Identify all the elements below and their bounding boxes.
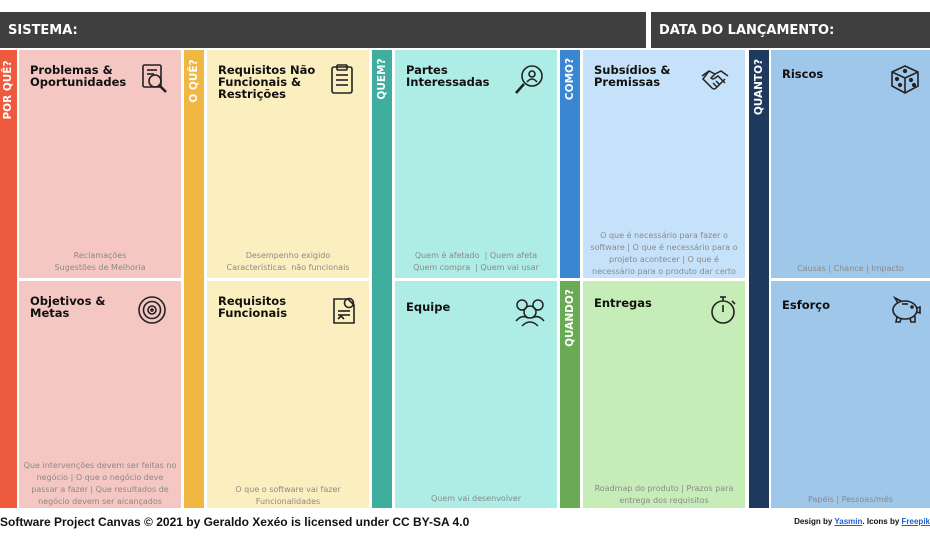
cell-description: O que é necessário para fazer o software… <box>590 231 738 276</box>
cell-entregas[interactable]: Entregas Roadmap do produto | Prazos par… <box>583 281 745 508</box>
cell-equipe[interactable]: Equipe Quem vai desenvolver <box>395 281 557 508</box>
cell-description: Roadmap do produto | Prazos para entrega… <box>594 484 734 505</box>
target-icon <box>135 293 169 327</box>
design-prefix: Design by <box>794 517 835 526</box>
band-label-o-que: O QUÊ? <box>188 59 200 103</box>
system-label: SISTEMA: <box>8 22 78 38</box>
band-o-que: O QUÊ? <box>184 50 204 508</box>
gear-document-icon <box>328 293 362 327</box>
cell-description: Papéis | Pessoas/mês <box>808 495 893 504</box>
cell-description: O que o software vai fazer Funcionalidad… <box>235 485 341 506</box>
launch-date-label: DATA DO LANÇAMENTO: <box>659 22 835 38</box>
band-label-como: COMO? <box>564 57 576 101</box>
cell-title: Riscos <box>782 67 824 81</box>
cell-esforco[interactable]: Esforço Papéis | Pessoas/mês <box>771 281 930 508</box>
launch-date-header: DATA DO LANÇAMENTO: <box>651 12 930 48</box>
band-por-que: POR QUÊ? <box>0 50 17 508</box>
cell-title: Equipe <box>406 300 451 314</box>
search-person-icon <box>513 62 547 96</box>
band-label-por-que: POR QUÊ? <box>2 60 14 120</box>
band-quem: QUEM? <box>372 50 392 508</box>
cell-title: Objetivos & Metas <box>30 294 106 320</box>
cell-description: Reclamações Sugestões de Melhoria <box>54 251 146 272</box>
handshake-icon <box>700 62 734 96</box>
icons-prefix: . Icons by <box>862 517 902 526</box>
license-text: Software Project Canvas © 2021 by Gerald… <box>0 515 470 529</box>
cell-description: Desempenho exigido Características não f… <box>226 251 350 272</box>
team-icon <box>513 293 547 327</box>
cell-title: Entregas <box>594 296 652 310</box>
cell-requisitos-funcionais[interactable]: Requisitos Funcionais O que o software v… <box>207 281 369 508</box>
cell-title: Requisitos Não Funcionais & Restrições <box>218 63 316 101</box>
cell-title: Problemas & Oportunidades <box>30 63 127 89</box>
band-label-quando: QUANDO? <box>564 289 576 347</box>
band-quando: QUANDO? <box>560 281 580 508</box>
cell-problemas[interactable]: Problemas & Oportunidades Reclamações Su… <box>19 50 181 278</box>
band-quanto: QUANTO? <box>749 50 769 508</box>
band-label-quanto: QUANTO? <box>753 58 765 116</box>
cell-subsidios[interactable]: Subsídios & Premissas O que é necessário… <box>583 50 745 278</box>
cell-title: Requisitos Funcionais <box>218 294 288 320</box>
magnifier-checklist-icon <box>137 62 171 96</box>
cell-title: Partes Interessadas <box>406 63 490 89</box>
piggy-bank-icon <box>888 293 922 327</box>
cell-partes-interessadas[interactable]: Partes Interessadas Quem é afetado | Que… <box>395 50 557 278</box>
cell-title: Esforço <box>782 298 830 312</box>
cell-description: Causas | Chance | Impacto <box>797 264 904 273</box>
cell-objetivos[interactable]: Objetivos & Metas Que intervenções devem… <box>19 281 181 508</box>
cell-riscos[interactable]: Riscos Causas | Chance | Impacto <box>771 50 930 278</box>
cell-description: Quem é afetado | Quem afeta Quem compra … <box>413 251 539 272</box>
dice-icon <box>888 62 922 96</box>
system-header: SISTEMA: <box>0 12 646 48</box>
band-label-quem: QUEM? <box>376 58 388 100</box>
stopwatch-icon <box>706 293 740 327</box>
cell-title: Subsídios & Premissas <box>594 63 671 89</box>
cell-description: Que intervenções devem ser feitas no neg… <box>23 461 177 506</box>
cell-description: Quem vai desenvolver <box>431 494 521 503</box>
band-como: COMO? <box>560 50 580 278</box>
credits: Design by Yasmin. Icons by Freepik <box>794 517 930 526</box>
icons-source-link[interactable]: Freepik <box>901 517 930 526</box>
clipboard-icon <box>325 62 359 96</box>
designer-link[interactable]: Yasmin <box>834 517 863 526</box>
cell-requisitos-nao-funcionais[interactable]: Requisitos Não Funcionais & Restrições D… <box>207 50 369 278</box>
